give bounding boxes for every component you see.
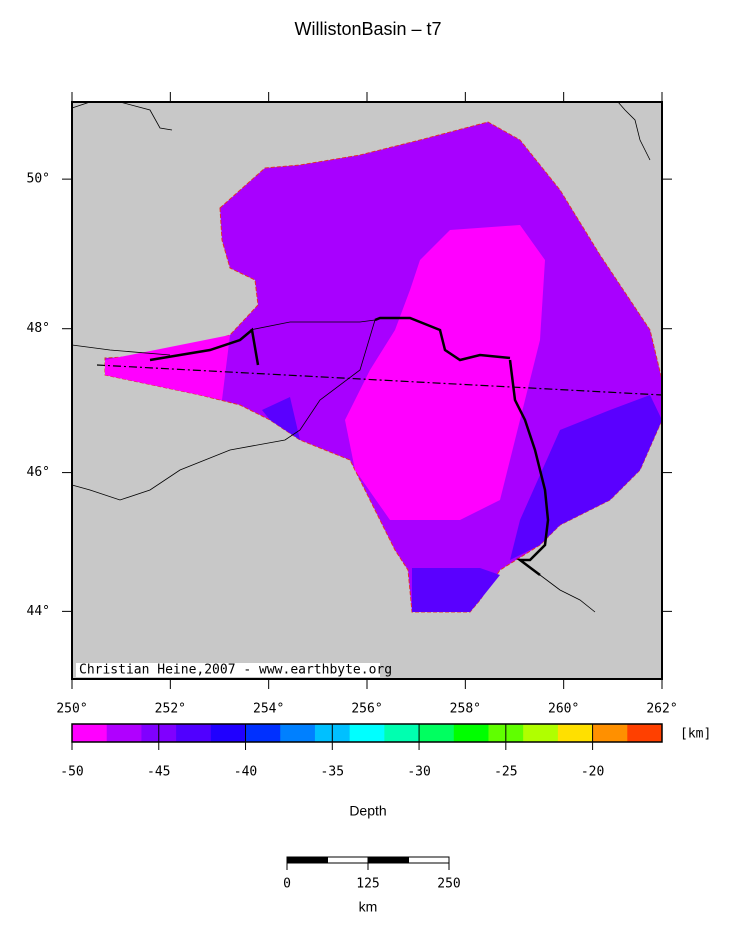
colorbar-tick-label: -30 — [407, 765, 430, 780]
colorbar-label: Depth — [349, 803, 386, 819]
title: WillistonBasin – t7 — [294, 19, 441, 39]
x-tick-label: 256° — [351, 702, 382, 717]
colorbar-segment — [592, 724, 628, 742]
colorbar-tick-label: -35 — [321, 765, 344, 780]
credit: Christian Heine,2007 - www.earthbyte.org — [79, 663, 392, 678]
colorbar-segment — [176, 724, 212, 742]
x-tick-label: 252° — [155, 702, 186, 717]
credit-box — [76, 663, 380, 677]
borders — [71, 101, 651, 613]
colorbar-segment — [280, 724, 316, 742]
scale-segment — [408, 856, 450, 864]
colorbar-unit: [km] — [680, 727, 711, 742]
southern-low — [412, 568, 500, 612]
scale-tick-label: 0 — [283, 877, 291, 892]
colorbar-segment — [349, 724, 385, 742]
x-tick-label: 250° — [56, 702, 87, 717]
y-tick-label: 50° — [27, 172, 50, 187]
scale-segment — [286, 856, 328, 864]
colorbar-tick-label: -45 — [147, 765, 170, 780]
rivers — [149, 316, 550, 576]
scale-tick-label: 125 — [356, 877, 379, 892]
colorbar-tick-label: -20 — [581, 765, 604, 780]
colorbar-tick-label: -25 — [494, 765, 517, 780]
map: Christian Heine,2007 - www.earthbyte.org — [71, 101, 663, 680]
colorbar-segment — [557, 724, 594, 742]
y-tick-label: 48° — [27, 321, 50, 336]
y-tick-label: 44° — [27, 604, 50, 619]
colorbar-segment — [419, 724, 455, 742]
x-tick-label: 262° — [646, 702, 677, 717]
scale-segment — [327, 856, 369, 864]
colorbar-tick-label: -40 — [234, 765, 257, 780]
colorbar-segment — [106, 724, 142, 742]
colorbar-segment — [627, 724, 663, 742]
colorbar-segment — [245, 724, 281, 742]
colorbar-segment — [210, 724, 247, 742]
x-tick-label: 258° — [450, 702, 481, 717]
profile-line — [96, 364, 663, 396]
colorbar-segment — [453, 724, 489, 742]
colorbar-segment — [384, 724, 420, 742]
scale-tick-label: 250 — [437, 877, 460, 892]
western-low — [262, 397, 300, 440]
x-tick-label: 260° — [548, 702, 579, 717]
x-tick-label: 254° — [253, 702, 284, 717]
colorbar-tick-label: -50 — [60, 765, 83, 780]
depocenter — [345, 225, 545, 520]
scale-unit: km — [359, 899, 378, 915]
y-tick-label: 46° — [27, 465, 50, 480]
colorbar-segment — [523, 724, 559, 742]
scale-segment — [367, 856, 409, 864]
colorbar-segment — [72, 724, 108, 742]
